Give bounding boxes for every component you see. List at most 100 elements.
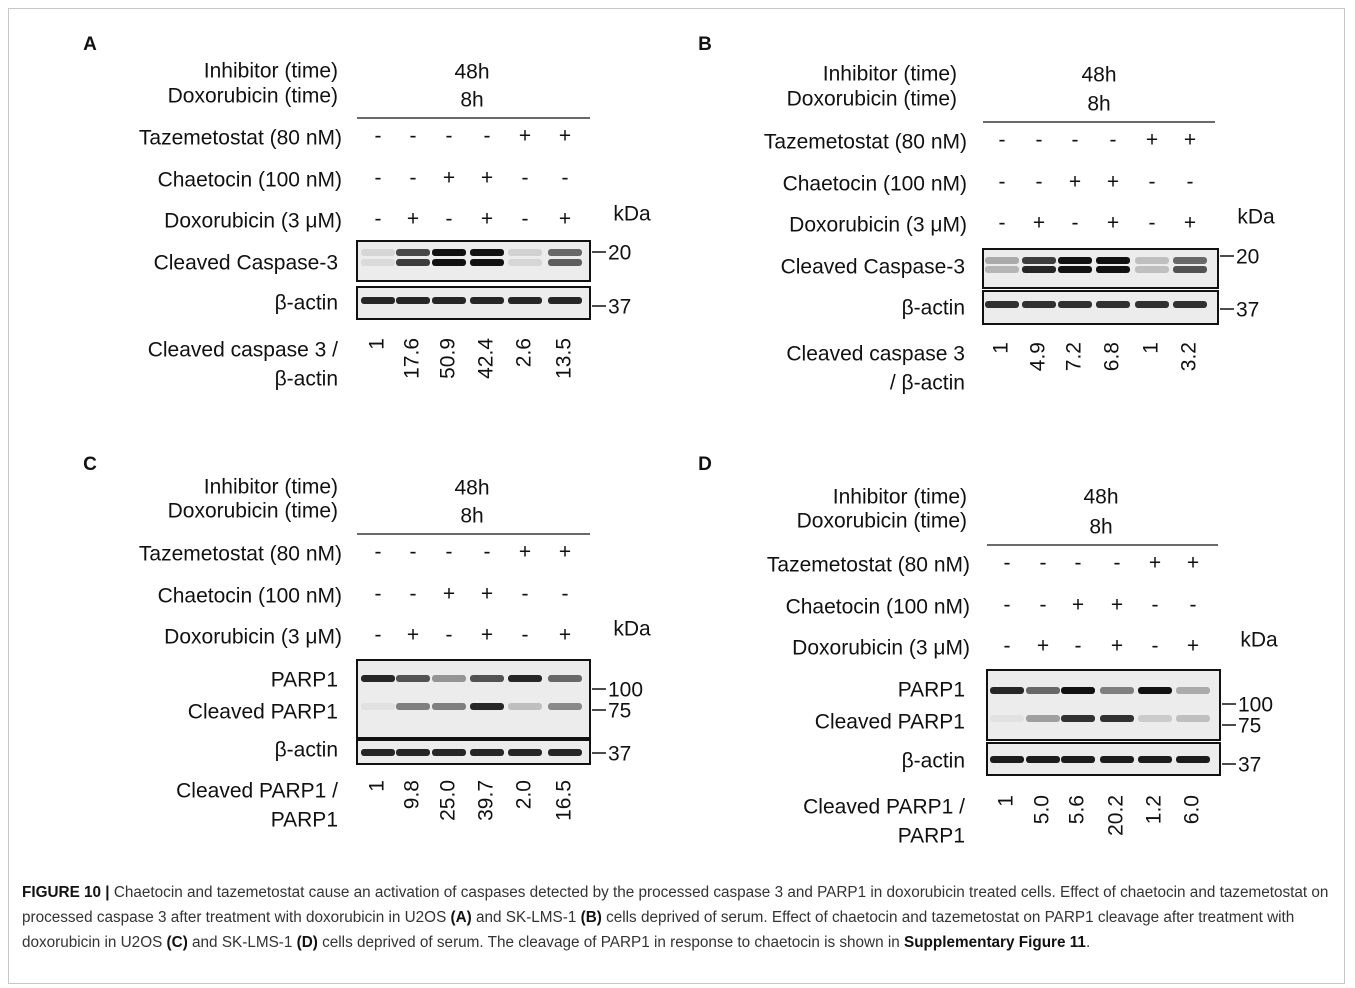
- quantification-value: 6.0: [1181, 795, 1204, 824]
- treatment-name: Tazemetostat (80 nM): [139, 543, 342, 566]
- quantification-label: Cleaved PARP1 /: [803, 796, 965, 819]
- figure: AInhibitor (time)Doxorubicin (time)48h8h…: [0, 0, 1355, 880]
- treatment-sign: +: [559, 208, 571, 231]
- treatment-sign: +: [559, 624, 571, 647]
- treatment-sign: -: [446, 208, 453, 231]
- size-marker: 37: [608, 743, 631, 766]
- blot-band: [432, 675, 466, 682]
- quantification-value: 2.6: [513, 338, 536, 367]
- blot-band: [470, 703, 504, 710]
- header-label: Doxorubicin (time): [797, 510, 967, 533]
- quantification-label: Cleaved caspase 3: [786, 343, 965, 366]
- blot-band: [396, 297, 430, 304]
- blot-band: [548, 249, 582, 256]
- treatment-sign: -: [375, 583, 382, 606]
- treatment-sign: -: [1152, 594, 1159, 617]
- blot-band: [548, 297, 582, 304]
- treatment-sign: -: [562, 167, 569, 190]
- treatment-sign: -: [1149, 212, 1156, 235]
- time-label: 8h: [1089, 516, 1112, 539]
- blot-band: [470, 249, 504, 256]
- treatment-sign: -: [410, 125, 417, 148]
- quantification-value: 1: [366, 780, 389, 792]
- blot-band: [1138, 715, 1172, 722]
- quantification-value: 9.8: [401, 780, 424, 809]
- treatment-name: Doxorubicin (3 μM): [164, 210, 342, 233]
- blot-band: [985, 266, 1019, 273]
- blot-band: [1058, 266, 1092, 273]
- blot-band: [432, 259, 466, 266]
- caption-text: (D): [297, 934, 318, 951]
- blot-band: [508, 675, 542, 682]
- treatment-sign: +: [481, 624, 493, 647]
- blot-band: [1061, 756, 1095, 763]
- treatment-sign: +: [1037, 635, 1049, 658]
- treatment-sign: -: [1149, 171, 1156, 194]
- blot-band: [361, 297, 395, 304]
- blot-band: [361, 703, 395, 710]
- blot-band: [1058, 257, 1092, 264]
- kda-label: kDa: [613, 618, 651, 641]
- treatment-sign: -: [522, 624, 529, 647]
- treatment-sign: +: [443, 583, 455, 606]
- caption-text: (B): [581, 909, 602, 926]
- treatment-name: Chaetocin (100 nM): [158, 585, 342, 608]
- treatment-sign: +: [1187, 635, 1199, 658]
- treatment-sign: -: [1040, 552, 1047, 575]
- caption-text: .: [1086, 934, 1090, 951]
- panel-label: D: [698, 454, 712, 475]
- time-label: 8h: [1087, 93, 1110, 116]
- treatment-sign: -: [375, 208, 382, 231]
- time-label: 8h: [460, 89, 483, 112]
- treatment-sign: +: [1072, 594, 1084, 617]
- treatment-sign: +: [519, 541, 531, 564]
- treatment-sign: -: [522, 583, 529, 606]
- blot: [357, 660, 590, 738]
- quantification-value: 17.6: [401, 338, 424, 379]
- blot-band: [1022, 301, 1056, 308]
- quantification-value: 1: [990, 342, 1013, 354]
- treatment-sign: -: [1152, 635, 1159, 658]
- treatment-sign: -: [1036, 129, 1043, 152]
- quantification-label: PARP1: [898, 825, 965, 848]
- blot-band: [396, 749, 430, 756]
- treatment-name: Tazemetostat (80 nM): [139, 127, 342, 150]
- blot-band: [508, 703, 542, 710]
- blot-band: [432, 749, 466, 756]
- blot-band: [1096, 301, 1130, 308]
- treatment-sign: -: [484, 125, 491, 148]
- blot-band: [1061, 687, 1095, 694]
- quantification-value: 5.6: [1066, 795, 1089, 824]
- treatment-sign: -: [410, 167, 417, 190]
- treatment-sign: +: [1149, 552, 1161, 575]
- treatment-sign: +: [407, 208, 419, 231]
- blot-band: [361, 749, 395, 756]
- quantification-value: 20.2: [1105, 795, 1128, 836]
- blot-band: [1061, 715, 1095, 722]
- treatment-sign: -: [1004, 594, 1011, 617]
- quantification-value: 1.2: [1143, 795, 1166, 824]
- blot: [987, 670, 1220, 740]
- treatment-sign: +: [1187, 552, 1199, 575]
- blot-band: [361, 259, 395, 266]
- header-label: Inhibitor (time): [204, 60, 338, 83]
- header-label: Inhibitor (time): [833, 486, 967, 509]
- blot-band: [990, 715, 1024, 722]
- treatment-sign: -: [446, 624, 453, 647]
- treatment-sign: +: [1107, 171, 1119, 194]
- panel-label: C: [83, 454, 97, 475]
- blot-band: [1173, 266, 1207, 273]
- treatment-sign: +: [1033, 212, 1045, 235]
- treatment-sign: -: [375, 624, 382, 647]
- blot-band: [548, 675, 582, 682]
- treatment-sign: +: [481, 583, 493, 606]
- quantification-value: 5.0: [1031, 795, 1054, 824]
- treatment-sign: -: [562, 583, 569, 606]
- blot-band: [470, 259, 504, 266]
- treatment-sign: -: [375, 541, 382, 564]
- header-label: Doxorubicin (time): [168, 85, 338, 108]
- blot-band: [990, 687, 1024, 694]
- kda-label: kDa: [1240, 629, 1278, 652]
- treatment-sign: -: [1072, 129, 1079, 152]
- quantification-value: 2.0: [513, 780, 536, 809]
